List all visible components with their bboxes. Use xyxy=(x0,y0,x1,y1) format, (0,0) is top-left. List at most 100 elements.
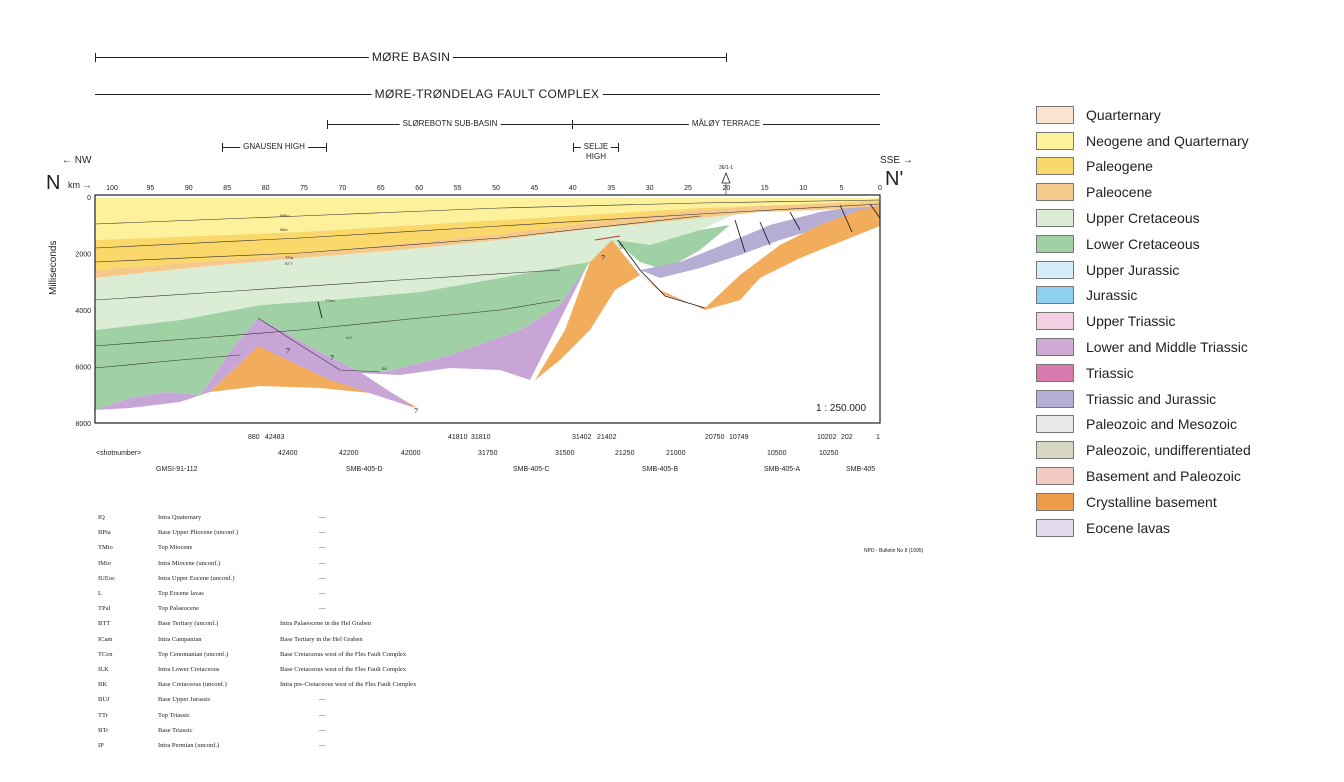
legend-item: Triassic and Jurassic xyxy=(1036,386,1276,412)
legend: Quarternary Neogene and Quarternary Paleog… xyxy=(1036,102,1276,541)
shot-21000: 21000 xyxy=(666,450,686,457)
layer-paleogene xyxy=(95,200,880,270)
line-smb-405-d: SMB-405-D xyxy=(346,466,383,473)
line-smb-405-a: SMB-405-A xyxy=(764,466,801,473)
legend-label: Eocene lavas xyxy=(1086,519,1171,536)
legend-label: Upper Triassic xyxy=(1086,313,1176,330)
legend-label: Paleozoic, undifferentiated xyxy=(1086,442,1251,459)
shot-31750: 31750 xyxy=(478,450,498,457)
horizon-name: Intra Quaternary xyxy=(158,514,202,521)
km-axis-label: km → xyxy=(68,180,92,190)
horizon-code: TMio xyxy=(98,544,113,552)
legend-label: Paleocene xyxy=(1086,184,1153,201)
shot-42200: 42200 xyxy=(339,450,359,457)
horizon-code: IMio xyxy=(98,559,111,567)
horizon-code: IP xyxy=(98,742,104,749)
horizon-name: Intra Upper Eocene (unconf.) xyxy=(158,574,235,582)
section-frame xyxy=(94,194,881,424)
horizon-code: BTr xyxy=(98,726,109,734)
horizon-name: Top Triassic xyxy=(158,711,190,719)
horizon-note: — xyxy=(319,590,326,597)
fault-complex-label: MØRE-TRØNDELAG FAULT COMPLEX xyxy=(371,87,603,101)
legend-label: Triassic xyxy=(1086,364,1134,381)
horizon-name: Base Upper Pliocene (unconf.) xyxy=(158,529,239,537)
shot-10250: 10250 xyxy=(819,450,839,457)
horizon-code: L xyxy=(98,590,102,597)
horizon-code: TTr xyxy=(98,711,108,719)
svg-text:?: ? xyxy=(414,408,418,415)
section-start-label: N xyxy=(46,172,61,194)
legend-swatch xyxy=(1036,338,1074,357)
km-tick-label: 35 xyxy=(607,185,615,192)
horizon-note: Base Tertiary in the Hel Graben xyxy=(280,635,363,643)
layer-lower-cretaceous xyxy=(95,262,590,410)
km-tick-label: 60 xyxy=(415,185,423,192)
km-tick-label: 30 xyxy=(646,185,654,192)
line-smb-405-c: SMB-405-C xyxy=(513,466,550,473)
legend-swatch xyxy=(1036,467,1074,486)
horizon-code: TCen xyxy=(98,650,113,658)
km-tick-label: 95 xyxy=(147,185,155,192)
more-basin-label: MØRE BASIN xyxy=(368,50,454,64)
legend-swatch xyxy=(1036,157,1074,176)
legend-label: Triassic and Jurassic xyxy=(1086,390,1217,407)
legend-swatch xyxy=(1036,441,1074,460)
ms-tick-label: 8000 xyxy=(75,421,91,428)
legend-swatch xyxy=(1036,131,1074,150)
km-tick-label: 45 xyxy=(531,185,539,192)
horizon-name: Top Eocene lavas xyxy=(158,590,204,597)
horizon-name: Top Miocene xyxy=(158,544,193,552)
sse-direction: SSE → xyxy=(880,155,913,166)
svg-text:BTT: BTT xyxy=(285,261,293,266)
line-smb-405-b: SMB-405-B xyxy=(642,466,679,473)
layer-neogene xyxy=(95,198,880,240)
layer-basement-west xyxy=(210,346,418,408)
legend-label: Lower Cretaceous xyxy=(1086,235,1200,252)
geologic-layers xyxy=(95,195,880,423)
horizon-table: IQ Intra Quaternary — BPia Base Upper Plioce… xyxy=(0,514,460,764)
legend-item: Upper Cretaceous xyxy=(1036,205,1276,231)
shot-1: 1 xyxy=(876,434,880,441)
horizon-code: BUJ xyxy=(98,696,110,704)
shot-31500: 31500 xyxy=(555,450,575,457)
horizon-name: Intra Miocene (unconf.) xyxy=(158,559,221,567)
legend-item: Upper Jurassic xyxy=(1036,257,1276,283)
horizon-note: — xyxy=(319,726,326,734)
legend-swatch xyxy=(1036,389,1074,408)
svg-text:BPlio: BPlio xyxy=(280,213,290,218)
scale-box xyxy=(808,398,874,416)
legend-swatch xyxy=(1036,209,1074,228)
km-tick-label: 20 xyxy=(723,185,731,192)
svg-text:?: ? xyxy=(330,355,334,362)
layer-upper-cretaceous xyxy=(95,212,740,330)
horizon-note: — xyxy=(319,559,326,567)
layer-triassic-east xyxy=(640,205,880,278)
legend-item: Crystalline basement xyxy=(1036,489,1276,515)
selje-label-2: HIGH xyxy=(583,152,609,161)
shot-41810: 41810 xyxy=(448,434,468,441)
horizon-name: Intra Lower Cretaceous xyxy=(158,666,220,673)
horizon-note: Base Cretaceous west of the Fles Fault C… xyxy=(280,666,407,673)
shotpoint-row-2: <shotnumber> 42400 42200 42000 31750 315… xyxy=(0,450,1344,460)
shot-31810: 31810 xyxy=(471,434,491,441)
horizon-note: — xyxy=(319,605,326,613)
horizon-name: Intra Permian (unconf.) xyxy=(158,742,220,749)
section-end-label: N' xyxy=(885,168,904,190)
svg-text:TPal: TPal xyxy=(285,255,293,260)
layer-basement-east xyxy=(535,206,880,380)
km-tick-label: 85 xyxy=(223,185,231,192)
km-tick-label: 90 xyxy=(185,185,193,192)
seismic-lines-row: GMSI-91-112 SMB-405-D SMB-405-C SMB-405-… xyxy=(0,466,1344,476)
km-tick-label: 5 xyxy=(840,185,844,192)
horizon-lines xyxy=(94,199,881,373)
shot-880: 880 xyxy=(248,434,260,441)
horizon-code: IQ xyxy=(98,514,105,521)
svg-text:TCen: TCen xyxy=(325,298,335,303)
horizon-name: Intra Campanian xyxy=(158,635,202,643)
svg-text:IMio: IMio xyxy=(280,227,288,232)
legend-swatch xyxy=(1036,260,1074,279)
legend-item: Upper Triassic xyxy=(1036,308,1276,334)
horizon-name: Base Cretaceous (unconf.) xyxy=(158,681,227,689)
horizon-code: ICam xyxy=(98,635,113,643)
horizon-note: — xyxy=(319,742,326,749)
